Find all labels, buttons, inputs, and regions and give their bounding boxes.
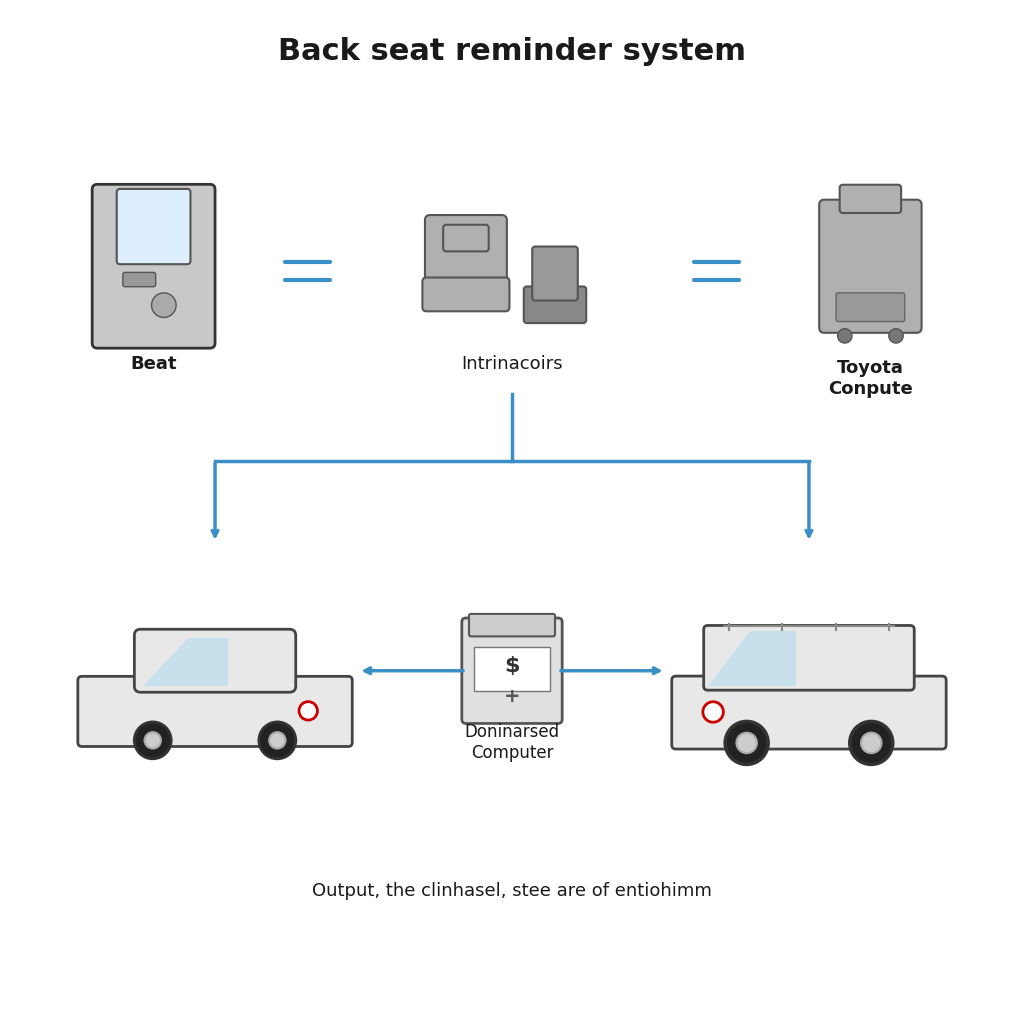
FancyBboxPatch shape <box>840 184 901 213</box>
Circle shape <box>736 733 757 754</box>
Circle shape <box>889 329 903 343</box>
Text: Toyota
Conpute: Toyota Conpute <box>828 359 912 398</box>
FancyBboxPatch shape <box>523 287 586 323</box>
FancyBboxPatch shape <box>134 629 296 692</box>
FancyBboxPatch shape <box>92 184 215 348</box>
FancyBboxPatch shape <box>672 676 946 750</box>
Circle shape <box>838 329 852 343</box>
Circle shape <box>269 732 286 749</box>
FancyBboxPatch shape <box>443 225 488 251</box>
Polygon shape <box>708 631 796 686</box>
FancyBboxPatch shape <box>117 188 190 264</box>
Circle shape <box>299 701 317 720</box>
FancyBboxPatch shape <box>532 247 578 300</box>
FancyBboxPatch shape <box>703 626 914 690</box>
FancyBboxPatch shape <box>469 613 555 636</box>
Circle shape <box>850 721 893 764</box>
FancyBboxPatch shape <box>462 617 562 723</box>
Text: Output, the clinhasel, stee are of entiohimm: Output, the clinhasel, stee are of entio… <box>312 882 712 900</box>
FancyBboxPatch shape <box>423 278 510 311</box>
FancyBboxPatch shape <box>425 215 507 292</box>
Text: Beat: Beat <box>130 354 177 373</box>
Circle shape <box>144 732 161 749</box>
FancyBboxPatch shape <box>78 676 352 746</box>
Text: Back seat reminder system: Back seat reminder system <box>278 37 746 66</box>
Circle shape <box>861 733 882 754</box>
Circle shape <box>259 722 296 759</box>
Text: +: + <box>504 687 520 706</box>
Circle shape <box>152 293 176 317</box>
Text: Intrinacoirs: Intrinacoirs <box>461 354 563 373</box>
FancyBboxPatch shape <box>123 272 156 287</box>
Polygon shape <box>143 638 228 686</box>
Text: $: $ <box>504 655 520 676</box>
FancyBboxPatch shape <box>819 200 922 333</box>
Circle shape <box>134 722 171 759</box>
Circle shape <box>702 701 723 722</box>
Circle shape <box>725 721 768 764</box>
Text: Doninarsed
Computer: Doninarsed Computer <box>465 723 559 762</box>
FancyBboxPatch shape <box>474 647 550 690</box>
FancyBboxPatch shape <box>837 293 905 322</box>
